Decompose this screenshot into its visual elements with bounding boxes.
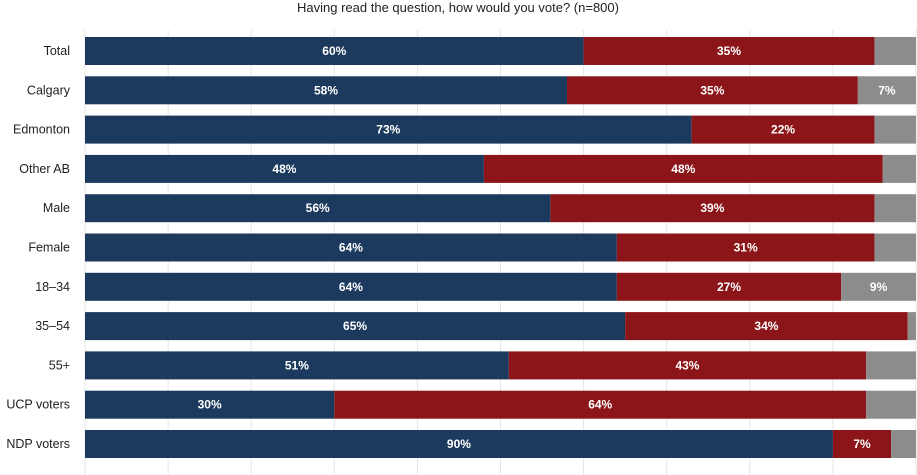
bar-segment-35-54-2: [907, 312, 916, 341]
bar-segment-55-1: [508, 351, 867, 380]
category-label-total: Total: [44, 44, 70, 58]
bar-segment-ucp-voters-0: [85, 390, 335, 419]
data-label-female-1: 31%: [734, 241, 758, 255]
data-label-male-0: 56%: [306, 201, 330, 215]
category-label-female: Female: [28, 241, 70, 255]
data-label-other-ab-0: 48%: [272, 162, 296, 176]
bar-segment-ucp-voters-1: [334, 390, 867, 419]
bar-segment-calgary-2: [857, 76, 916, 105]
data-label-35-54-1: 34%: [754, 319, 778, 333]
bar-segment-total-0: [85, 37, 584, 65]
bar-segment-ndp-voters-2: [891, 430, 916, 458]
category-labels: Total Calgary Edmonton Other AB Male Female 18…: [6, 44, 70, 451]
category-label-male: Male: [43, 201, 70, 215]
bar-segment-edmonton-0: [85, 115, 692, 144]
bar-segment-calgary-0: [85, 76, 567, 105]
data-label-other-ab-1: 48%: [671, 162, 695, 176]
data-label-female-0: 64%: [339, 241, 363, 255]
bar-segment-female-0: [85, 233, 617, 262]
category-label-18-34: 18–34: [35, 280, 70, 294]
bar-segment-ndp-voters-0: [85, 430, 833, 458]
chart-title: Having read the question, how would you …: [297, 0, 619, 15]
bar-segment-35-54-0: [85, 312, 626, 341]
bar-segment-18-34-2: [841, 272, 916, 301]
bar-segment-edmonton-1: [691, 115, 875, 144]
bar-segment-18-34-1: [616, 272, 842, 301]
category-label-other-ab: Other AB: [19, 162, 70, 176]
category-label-55: 55+: [49, 358, 70, 372]
bar-segment-other-ab-0: [85, 154, 484, 183]
data-label-total-0: 60%: [322, 44, 346, 58]
data-label-18-34-1: 27%: [717, 280, 741, 294]
bar-segment-male-0: [85, 194, 551, 223]
data-label-calgary-0: 58%: [314, 83, 338, 97]
category-label-ndp-voters: NDP voters: [6, 437, 70, 451]
data-label-ucp-voters-1: 64%: [588, 398, 612, 412]
bar-segment-18-34-0: [85, 272, 617, 301]
data-label-55-1: 43%: [675, 358, 699, 372]
data-labels: 60% 35% 58% 35% 7% 73% 22% 48% 48% 56% 39% 64% 31% 64…: [198, 44, 896, 451]
data-label-total-1: 35%: [717, 44, 741, 58]
bar-segment-male-2: [874, 194, 916, 223]
data-label-edmonton-1: 22%: [771, 123, 795, 137]
bar-segment-ucp-voters-2: [866, 390, 916, 419]
bar-segment-female-2: [874, 233, 916, 262]
category-label-35-54: 35–54: [35, 319, 70, 333]
bar-segment-calgary-1: [566, 76, 858, 105]
bar-segment-total-2: [874, 37, 916, 65]
data-label-calgary-2: 7%: [878, 83, 896, 97]
bar-segment-55-0: [85, 351, 509, 380]
bars: [85, 37, 916, 458]
data-label-35-54-0: 65%: [343, 319, 367, 333]
bar-segment-35-54-1: [625, 312, 908, 341]
data-label-ucp-voters-0: 30%: [198, 398, 222, 412]
data-label-male-1: 39%: [700, 201, 724, 215]
data-label-ndp-voters-1: 7%: [853, 437, 871, 451]
data-label-ndp-voters-0: 90%: [447, 437, 471, 451]
bar-segment-male-1: [550, 194, 875, 223]
bar-segment-other-ab-1: [483, 154, 883, 183]
data-label-55-0: 51%: [285, 358, 309, 372]
data-label-calgary-1: 35%: [700, 83, 724, 97]
data-label-18-34-0: 64%: [339, 280, 363, 294]
bar-segment-female-1: [616, 233, 875, 262]
category-label-calgary: Calgary: [27, 83, 71, 97]
bar-segment-ndp-voters-1: [832, 430, 892, 458]
bar-segment-55-2: [866, 351, 916, 380]
data-label-18-34-2: 9%: [870, 280, 888, 294]
bar-segment-total-1: [583, 37, 875, 65]
category-label-edmonton: Edmonton: [13, 123, 70, 137]
category-label-ucp-voters: UCP voters: [6, 398, 70, 412]
bar-segment-other-ab-2: [882, 154, 916, 183]
data-label-edmonton-0: 73%: [376, 123, 400, 137]
bar-segment-edmonton-2: [874, 115, 916, 144]
